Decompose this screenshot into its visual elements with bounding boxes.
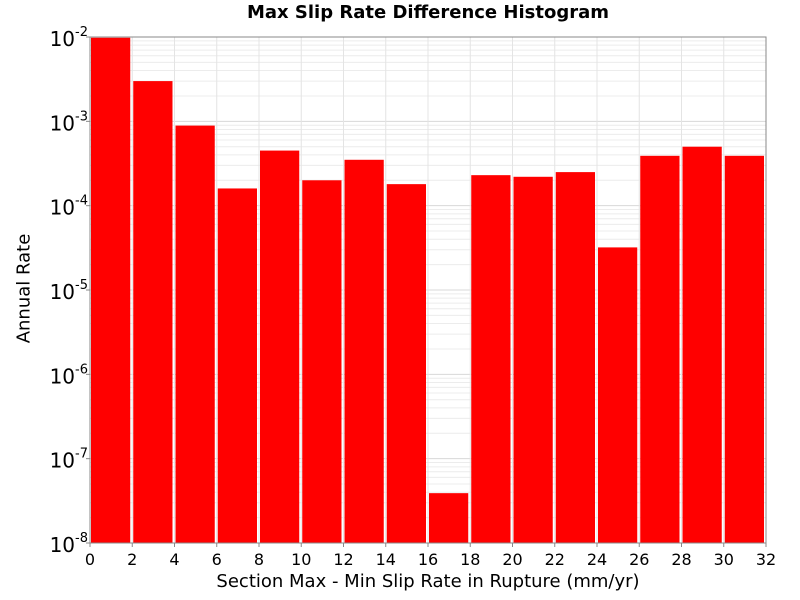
x-axis-label: Section Max - Min Slip Rate in Rupture (… bbox=[216, 571, 640, 592]
x-tick-label: 30 bbox=[714, 550, 734, 569]
x-tick-label: 32 bbox=[756, 550, 776, 569]
histogram-bar bbox=[724, 155, 764, 543]
y-tick-label: 10-4 bbox=[50, 194, 88, 220]
histogram-bar bbox=[429, 493, 469, 543]
x-tick-label: 4 bbox=[169, 550, 179, 569]
y-tick-label: 10-2 bbox=[50, 25, 88, 51]
x-tick-label: 26 bbox=[629, 550, 649, 569]
histogram-bar bbox=[513, 176, 553, 544]
bars-group bbox=[91, 37, 764, 544]
y-tick-label: 10-6 bbox=[50, 362, 88, 388]
x-tick-label: 28 bbox=[671, 550, 691, 569]
x-tick-label: 8 bbox=[254, 550, 264, 569]
x-tick-label: 18 bbox=[460, 550, 480, 569]
x-tick-labels: 0 2 4 6 8 10 12 14 16 18 20 22 24 26 28 30 32 bbox=[85, 543, 776, 569]
x-tick-label: 12 bbox=[333, 550, 353, 569]
x-tick-label: 20 bbox=[502, 550, 522, 569]
x-tick-label: 22 bbox=[545, 550, 565, 569]
histogram-bar bbox=[302, 180, 342, 544]
x-tick-label: 16 bbox=[418, 550, 438, 569]
histogram-bar bbox=[555, 172, 595, 543]
histogram-bar bbox=[91, 37, 131, 544]
y-tick-labels: 10-2 10-3 10-4 10-5 10-6 10-7 10-8 bbox=[50, 25, 90, 557]
histogram-bar bbox=[217, 188, 257, 543]
y-tick-label: 10-5 bbox=[50, 278, 88, 304]
y-tick-label: 10-3 bbox=[50, 109, 88, 135]
histogram-bar bbox=[175, 125, 215, 543]
histogram-bar bbox=[598, 247, 638, 543]
histogram-bar bbox=[471, 175, 511, 543]
histogram-bar bbox=[640, 155, 680, 543]
x-tick-label: 6 bbox=[212, 550, 222, 569]
x-tick-label: 24 bbox=[587, 550, 607, 569]
x-tick-label: 14 bbox=[376, 550, 396, 569]
histogram-bar bbox=[344, 159, 384, 543]
x-tick-label: 2 bbox=[127, 550, 137, 569]
histogram-bar bbox=[386, 184, 426, 544]
y-tick-label: 10-8 bbox=[50, 531, 88, 557]
x-tick-label: 0 bbox=[85, 550, 95, 569]
histogram-bar bbox=[682, 146, 722, 543]
histogram-bar bbox=[133, 81, 173, 544]
y-tick-label: 10-7 bbox=[50, 447, 88, 473]
chart-title: Max Slip Rate Difference Histogram bbox=[246, 2, 609, 23]
x-tick-label: 10 bbox=[291, 550, 311, 569]
histogram-bar bbox=[260, 150, 300, 543]
